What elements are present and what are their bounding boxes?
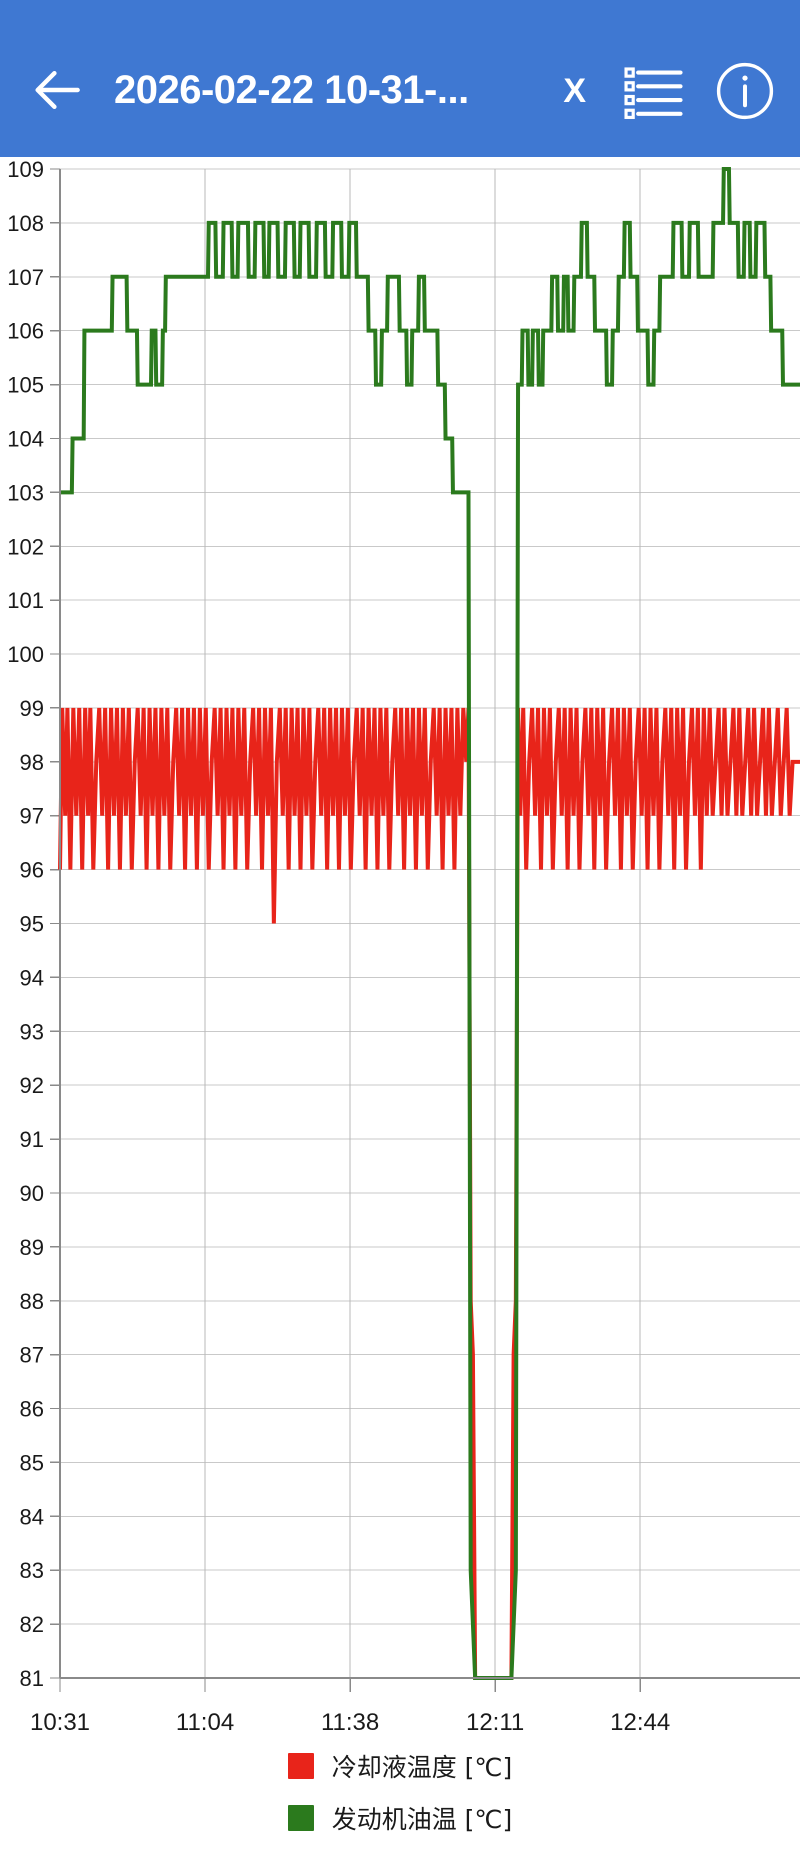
svg-text:86: 86 bbox=[20, 1397, 44, 1422]
svg-text:88: 88 bbox=[20, 1289, 44, 1314]
svg-text:104: 104 bbox=[7, 426, 44, 451]
svg-text:12:44: 12:44 bbox=[610, 1709, 670, 1736]
svg-text:83: 83 bbox=[20, 1558, 44, 1583]
svg-text:89: 89 bbox=[20, 1235, 44, 1260]
info-icon[interactable] bbox=[712, 58, 778, 124]
svg-text:101: 101 bbox=[7, 588, 44, 613]
svg-text:100: 100 bbox=[7, 642, 44, 667]
svg-text:82: 82 bbox=[20, 1612, 44, 1637]
legend-item[interactable]: 发动机油温 [℃] bbox=[287, 1800, 513, 1836]
app-header: 2026-02-22 10-31-... X bbox=[0, 0, 800, 157]
temperature-line-chart[interactable]: 81 82 83 84 85 86 87 88 89 90 91 92 93 94 95 96 97 98 99 10… bbox=[0, 157, 800, 1866]
y-axis-ticks: 81 82 83 84 85 86 87 88 89 90 91 92 93 94 95 96 97 98 99 10… bbox=[7, 157, 44, 1691]
chart-series bbox=[58, 167, 800, 1680]
svg-text:99: 99 bbox=[20, 696, 44, 721]
svg-text:105: 105 bbox=[7, 373, 44, 398]
chart-area[interactable]: 81 82 83 84 85 86 87 88 89 90 91 92 93 94 95 96 97 98 99 10… bbox=[0, 157, 800, 1866]
svg-text:91: 91 bbox=[20, 1127, 44, 1152]
legend-swatch-icon bbox=[287, 1753, 314, 1779]
svg-text:106: 106 bbox=[7, 319, 44, 344]
svg-text:97: 97 bbox=[20, 804, 44, 829]
x-axis-ticks: 10:31 11:04 11:38 12:11 12:44 bbox=[30, 1709, 670, 1736]
svg-text:108: 108 bbox=[7, 211, 44, 236]
chart-background bbox=[0, 157, 800, 1866]
list-icon[interactable] bbox=[620, 58, 686, 124]
chart-axes bbox=[59, 169, 800, 1679]
svg-text:87: 87 bbox=[20, 1343, 44, 1368]
svg-text:10:31: 10:31 bbox=[30, 1709, 90, 1736]
svg-text:11:38: 11:38 bbox=[321, 1709, 379, 1736]
svg-text:93: 93 bbox=[20, 1019, 44, 1044]
svg-text:84: 84 bbox=[20, 1504, 44, 1529]
svg-text:98: 98 bbox=[20, 750, 44, 775]
close-button[interactable]: X bbox=[563, 71, 586, 110]
legend-item[interactable]: 冷却液温度 [℃] bbox=[287, 1748, 513, 1784]
svg-text:11:04: 11:04 bbox=[176, 1709, 234, 1736]
svg-text:96: 96 bbox=[20, 858, 44, 883]
back-arrow-icon[interactable] bbox=[26, 59, 88, 121]
chart-legend: 冷却液温度 [℃] 发动机油温 [℃] bbox=[0, 1748, 800, 1836]
svg-text:90: 90 bbox=[20, 1181, 44, 1206]
legend-label: 冷却液温度 [℃] bbox=[331, 1753, 513, 1782]
svg-text:81: 81 bbox=[20, 1666, 44, 1691]
svg-text:102: 102 bbox=[7, 534, 44, 559]
svg-text:107: 107 bbox=[7, 265, 44, 290]
legend-label: 发动机油温 [℃] bbox=[331, 1805, 513, 1834]
svg-text:92: 92 bbox=[20, 1073, 44, 1098]
svg-text:12:11: 12:11 bbox=[466, 1709, 524, 1736]
svg-text:103: 103 bbox=[7, 480, 44, 505]
page-title: 2026-02-22 10-31-... bbox=[114, 69, 469, 110]
svg-text:94: 94 bbox=[20, 965, 44, 990]
legend-swatch-icon bbox=[287, 1805, 314, 1831]
svg-text:85: 85 bbox=[20, 1450, 44, 1475]
svg-text:109: 109 bbox=[7, 157, 44, 182]
svg-text:95: 95 bbox=[20, 912, 44, 937]
